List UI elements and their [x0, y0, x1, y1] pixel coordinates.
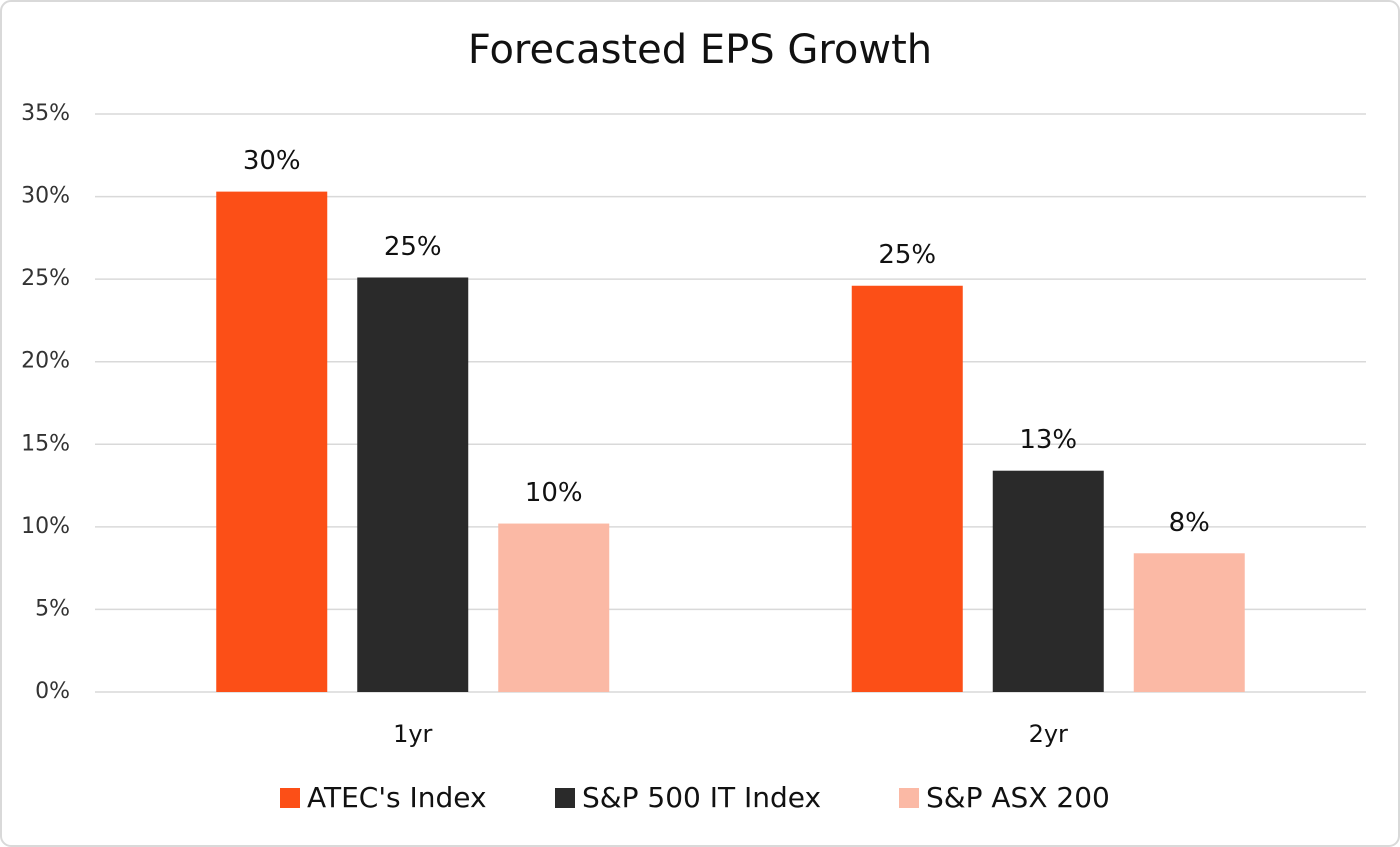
legend-label: ATEC's Index — [307, 781, 487, 814]
y-tick-label: 35% — [21, 101, 70, 126]
legend-label: S&P ASX 200 — [926, 781, 1110, 814]
y-tick-label: 5% — [35, 596, 70, 621]
legend-swatch — [899, 788, 919, 808]
data-label: 13% — [1019, 425, 1077, 455]
y-tick-label: 0% — [35, 679, 70, 704]
y-tick-label: 10% — [21, 514, 70, 539]
x-tick-label: 2yr — [1029, 720, 1068, 748]
legend-swatch — [280, 788, 300, 808]
y-tick-label: 20% — [21, 349, 70, 374]
y-tick-label: 15% — [21, 431, 70, 456]
bar — [851, 285, 963, 692]
data-label: 30% — [243, 146, 301, 176]
x-tick-label: 1yr — [393, 720, 432, 748]
legend-label: S&P 500 IT Index — [582, 781, 821, 814]
data-label: 8% — [1169, 508, 1210, 538]
y-tick-label: 25% — [21, 266, 70, 291]
bar — [1133, 553, 1245, 692]
chart-title: Forecasted EPS Growth — [468, 27, 932, 73]
data-label: 10% — [525, 478, 583, 508]
bar — [216, 191, 328, 693]
data-label: 25% — [878, 240, 936, 270]
data-label: 25% — [384, 232, 442, 262]
bar — [357, 277, 469, 692]
legend-swatch — [555, 788, 575, 808]
y-tick-label: 30% — [21, 184, 70, 209]
bar — [992, 470, 1104, 692]
bar — [498, 523, 610, 692]
